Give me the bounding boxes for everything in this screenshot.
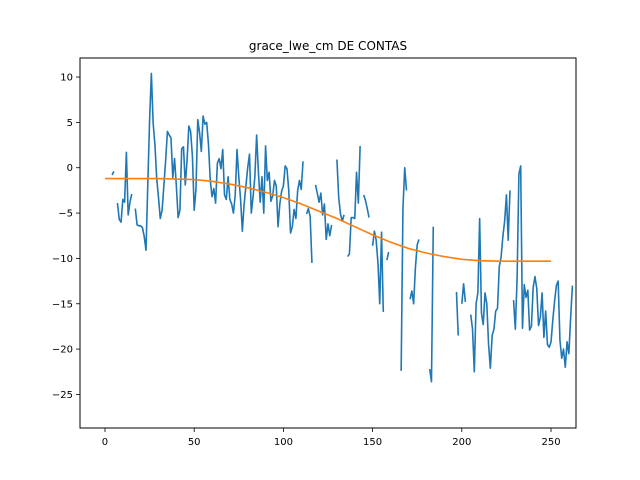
y-tick-label: −10 [52, 254, 73, 265]
y-tick-label: −15 [52, 299, 73, 310]
chart-title: grace_lwe_cm DE CONTAS [249, 39, 407, 53]
x-tick-label: 150 [363, 437, 382, 448]
y-tick-label: 5 [67, 118, 73, 129]
plot-area [104, 72, 574, 383]
series-line-2 [104, 177, 552, 262]
x-tick-label: 50 [188, 437, 201, 448]
plot-frame [79, 57, 577, 429]
y-tick-label: −5 [58, 209, 73, 220]
x-tick-label: 200 [452, 437, 471, 448]
series-line-1 [111, 72, 574, 383]
y-tick-label: 0 [67, 163, 73, 174]
y-tick-label: −25 [52, 390, 73, 401]
x-tick-label: 100 [274, 437, 293, 448]
x-tick-label: 250 [541, 437, 560, 448]
y-tick-label: 10 [60, 73, 73, 84]
x-tick-label: 0 [102, 437, 108, 448]
y-tick-label: −20 [52, 345, 73, 356]
